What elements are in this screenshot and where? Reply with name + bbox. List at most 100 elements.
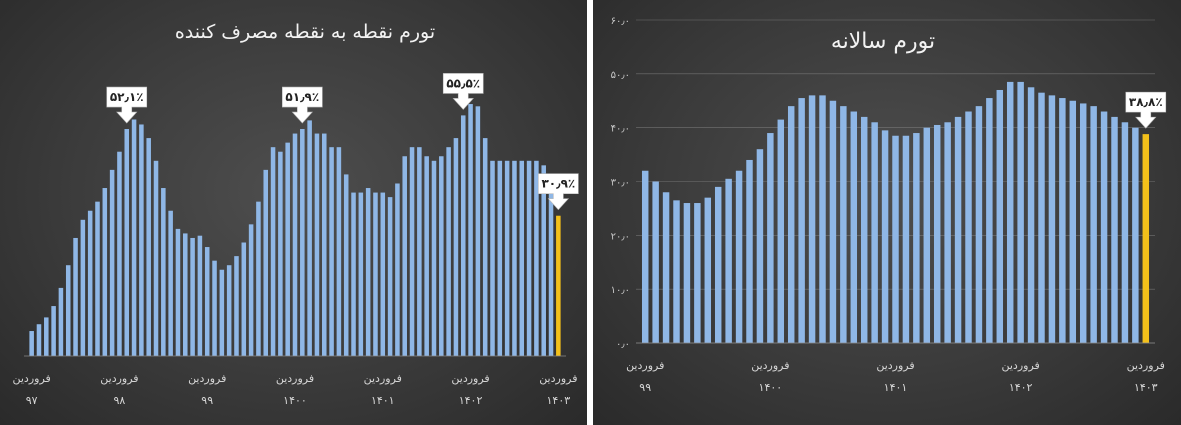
bar (767, 133, 774, 343)
bar (197, 235, 203, 356)
bar (860, 116, 868, 344)
bar (278, 151, 283, 356)
bar (1059, 98, 1066, 343)
bar (808, 95, 816, 343)
bar (351, 192, 356, 356)
y-tick-label: ۱۰٫۰ (611, 285, 630, 296)
x-tick-year: ۱۴۰۰ (283, 394, 307, 407)
x-tick-month: فروردین (626, 359, 664, 372)
bar (652, 181, 659, 343)
x-tick-year: ۹۸ (114, 394, 126, 407)
x-tick-month: فروردین (451, 372, 489, 385)
bar (746, 159, 753, 343)
chart-panel-point-to-point: تورم نقطه به نقطه مصرف کننده فروردین ۹۷ فر… (0, 0, 587, 425)
bar (365, 188, 371, 356)
bar (892, 135, 899, 343)
bar (263, 169, 269, 356)
x-tick-month: فروردین (876, 359, 914, 372)
y-tick-label: ۰٫۰ (616, 339, 630, 350)
bar (944, 122, 951, 344)
bar (117, 151, 122, 356)
bar (36, 324, 42, 356)
bar (819, 95, 826, 343)
bar (1090, 106, 1097, 343)
bar (417, 147, 422, 356)
bar (219, 269, 225, 356)
bar (190, 237, 195, 356)
y-tick-label: ۵۰٫۰ (611, 70, 630, 81)
bar (139, 124, 144, 356)
bar (234, 256, 239, 356)
bar (490, 160, 495, 356)
bar (87, 210, 93, 356)
bar (29, 331, 34, 356)
x-tick-year: ۱۴۰۲ (1009, 381, 1033, 394)
callout-arrow (538, 173, 579, 211)
bar (212, 260, 217, 356)
bar (439, 156, 444, 356)
x-tick-month: فروردین (751, 359, 789, 372)
bar (460, 115, 466, 357)
bar (840, 106, 847, 343)
bar (395, 183, 400, 356)
x-tick-month: فروردین (276, 372, 314, 385)
bar (714, 186, 722, 343)
bar (641, 170, 649, 343)
bar (756, 149, 764, 343)
callout-label: ۵۱٫۹٪ (285, 90, 319, 104)
x-tick-month: فروردین (100, 372, 138, 385)
x-tick-year: ۱۴۰۳ (547, 394, 571, 407)
bar (965, 111, 972, 344)
bar (735, 170, 743, 343)
bar (51, 306, 56, 356)
bar (1048, 95, 1056, 343)
bar (475, 106, 481, 356)
callout-arrow (442, 73, 484, 110)
bar (131, 119, 137, 356)
chart-title: تورم نقطه به نقطه مصرف کننده (175, 21, 435, 43)
bar (1121, 122, 1129, 344)
bar (329, 147, 334, 356)
bar (402, 156, 407, 356)
bar (300, 129, 305, 356)
bar (1111, 116, 1118, 344)
bar (95, 201, 100, 356)
bar (504, 160, 510, 356)
bar (204, 247, 210, 356)
bar (248, 224, 254, 356)
y-tick-label: ۶۰٫۰ (611, 16, 630, 27)
bar (683, 203, 691, 343)
x-tick-year: ۹۷ (26, 394, 38, 407)
bar (102, 188, 108, 356)
bar (881, 130, 889, 343)
bar (424, 156, 429, 356)
x-tick-year: ۹۹ (639, 381, 651, 394)
bar (787, 106, 795, 343)
bar (829, 100, 837, 343)
bar (519, 160, 525, 356)
x-tick-month: فروردین (1127, 359, 1165, 372)
x-tick-year: ۱۴۰۰ (759, 381, 783, 394)
y-tick-label: ۳۰٫۰ (611, 178, 630, 189)
bar (673, 200, 680, 343)
bar (933, 124, 941, 343)
callout-label: ۵۵٫۵٪ (446, 76, 480, 90)
bar (44, 317, 49, 356)
x-tick-year: ۱۴۰۲ (459, 394, 483, 407)
bar (321, 133, 327, 356)
annual-inflation-chart: تورم سالانه ۰٫۰ ۱۰٫۰ ۲۰٫۰ ۳۰٫۰ ۴۰٫۰ ۵۰٫۰ ۶۰٫۰ ف… (611, 16, 1167, 394)
bar (431, 160, 437, 356)
bar (358, 192, 364, 356)
bar (798, 98, 805, 343)
bar (453, 138, 459, 356)
bar (954, 116, 962, 344)
bar (996, 89, 1004, 343)
y-tick-label: ۲۰٫۰ (611, 231, 630, 242)
bar (468, 104, 473, 356)
bar (850, 111, 858, 344)
chart-title: تورم سالانه (831, 29, 935, 54)
bar-highlight (556, 215, 561, 356)
callout-label: ۳۰٫۹٪ (541, 177, 575, 191)
bar (497, 160, 503, 356)
bar (307, 120, 312, 356)
